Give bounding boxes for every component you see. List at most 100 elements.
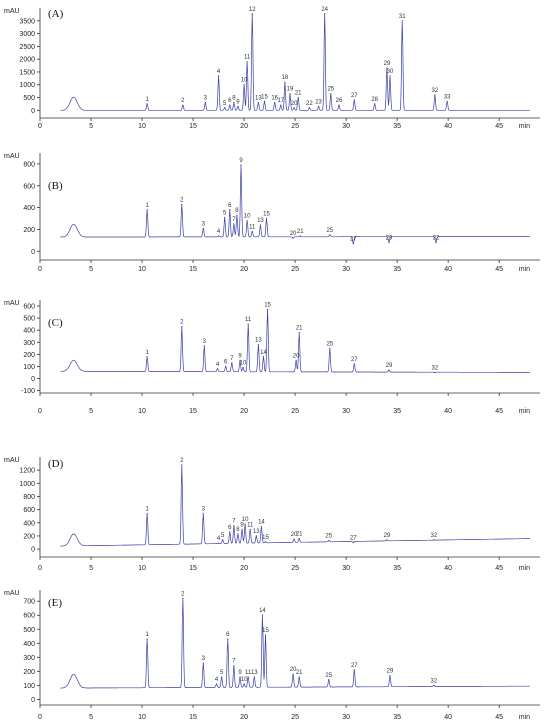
peak-point xyxy=(266,309,269,311)
x-tick-label: 30 xyxy=(342,565,350,572)
peak-label: 4 xyxy=(217,69,221,75)
peak-label: 23 xyxy=(315,99,322,105)
peak-label: 4 xyxy=(216,362,220,368)
peak-label: 3 xyxy=(202,656,206,662)
peak-label: 20 xyxy=(290,667,297,673)
x-tick-label: 40 xyxy=(444,123,452,130)
x-tick-label: 30 xyxy=(342,266,350,273)
y-tick-label: 2500 xyxy=(19,44,35,51)
chromatogram-trace xyxy=(60,464,530,547)
panel-title: (C) xyxy=(48,317,63,329)
peak-point xyxy=(241,528,243,530)
peak-label: 25 xyxy=(327,87,334,93)
chromatogram-trace xyxy=(60,598,530,689)
peak-label: 25 xyxy=(325,673,332,679)
peak-point xyxy=(274,102,276,104)
y-tick-label: 1500 xyxy=(19,69,35,76)
peak-point xyxy=(146,356,148,358)
peak-label: 19 xyxy=(287,87,294,93)
peak-point xyxy=(229,104,231,106)
peak-point xyxy=(292,237,294,239)
peak-label: 29 xyxy=(384,61,391,67)
peak-label: 15 xyxy=(261,94,268,100)
peak-label: 21 xyxy=(296,670,303,676)
peak-label: 6 xyxy=(228,525,232,531)
peak-point xyxy=(229,531,231,533)
peak-label: 32 xyxy=(433,236,440,242)
x-tick-label: 5 xyxy=(89,123,93,130)
peak-label: 9 xyxy=(238,353,242,359)
y-axis-label: mAU xyxy=(4,457,20,464)
peak-label: 2 xyxy=(180,197,184,203)
peak-point xyxy=(181,464,183,466)
peak-point xyxy=(264,634,267,636)
peak-point xyxy=(434,371,436,374)
x-axis-label: min xyxy=(519,123,530,130)
peak-label: 29 xyxy=(386,363,393,369)
peak-point xyxy=(259,224,262,226)
chromatogram-trace xyxy=(60,13,530,111)
y-tick-label: 400 xyxy=(23,328,35,335)
peak-point xyxy=(246,61,248,63)
peak-label: 24 xyxy=(321,7,328,13)
peak-label: 32 xyxy=(431,533,438,539)
peak-point xyxy=(217,75,220,77)
peak-label: 29 xyxy=(386,236,393,242)
peak-label: 5 xyxy=(220,670,224,676)
peak-point xyxy=(293,107,295,109)
peak-label: 2 xyxy=(180,320,184,326)
peak-label: 1 xyxy=(145,507,149,513)
peak-label: 11 xyxy=(244,55,251,61)
x-tick-label: 10 xyxy=(138,714,146,721)
y-tick-label: 500 xyxy=(23,627,35,634)
peak-point xyxy=(182,597,184,600)
peak-label: 6 xyxy=(228,203,232,209)
y-tick-label: 1000 xyxy=(19,481,35,488)
peak-label: 13 xyxy=(255,96,262,102)
peak-label: 7 xyxy=(230,356,234,362)
x-tick-label: 30 xyxy=(342,408,350,415)
x-tick-label: 25 xyxy=(291,408,299,415)
y-tick-label: 200 xyxy=(23,352,35,359)
peak-label: 31 xyxy=(399,14,406,20)
peak-point xyxy=(308,107,310,109)
peak-label: 7 xyxy=(232,518,236,524)
peak-label: 1 xyxy=(145,632,149,638)
x-tick-label: 20 xyxy=(240,714,248,721)
peak-point xyxy=(243,84,245,86)
peak-label: 7 xyxy=(232,659,236,665)
x-axis-label: min xyxy=(519,266,530,273)
peak-label: 10 xyxy=(244,214,251,220)
peak-label: 2 xyxy=(180,458,184,464)
peak-label: 6 xyxy=(226,632,230,638)
x-tick-label: 10 xyxy=(138,266,146,273)
peak-point xyxy=(215,683,218,685)
peak-point xyxy=(284,81,286,83)
peak-label: 20 xyxy=(290,231,297,237)
peak-point xyxy=(329,347,331,349)
peak-label: 1 xyxy=(145,97,149,103)
peak-point xyxy=(257,102,259,104)
peak-point xyxy=(386,539,388,541)
y-axis-label: mAU xyxy=(4,8,20,15)
x-tick-label: 35 xyxy=(393,565,401,572)
peak-point xyxy=(202,512,204,515)
x-tick-label: 0 xyxy=(38,565,42,572)
x-tick-label: 10 xyxy=(138,408,146,415)
peak-point xyxy=(243,683,245,685)
y-tick-label: 0 xyxy=(31,249,35,256)
peak-point xyxy=(324,13,326,15)
x-tick-label: 5 xyxy=(89,565,93,572)
peak-label: 27 xyxy=(351,357,358,363)
peak-point xyxy=(317,105,320,108)
peak-label: 10 xyxy=(241,677,248,683)
peak-point xyxy=(237,105,239,108)
x-tick-label: 15 xyxy=(189,123,197,130)
x-tick-label: 20 xyxy=(240,408,248,415)
x-tick-label: 40 xyxy=(444,714,452,721)
peak-label: 3 xyxy=(204,96,208,102)
peak-label: 10 xyxy=(241,78,248,84)
peak-point xyxy=(217,235,220,237)
